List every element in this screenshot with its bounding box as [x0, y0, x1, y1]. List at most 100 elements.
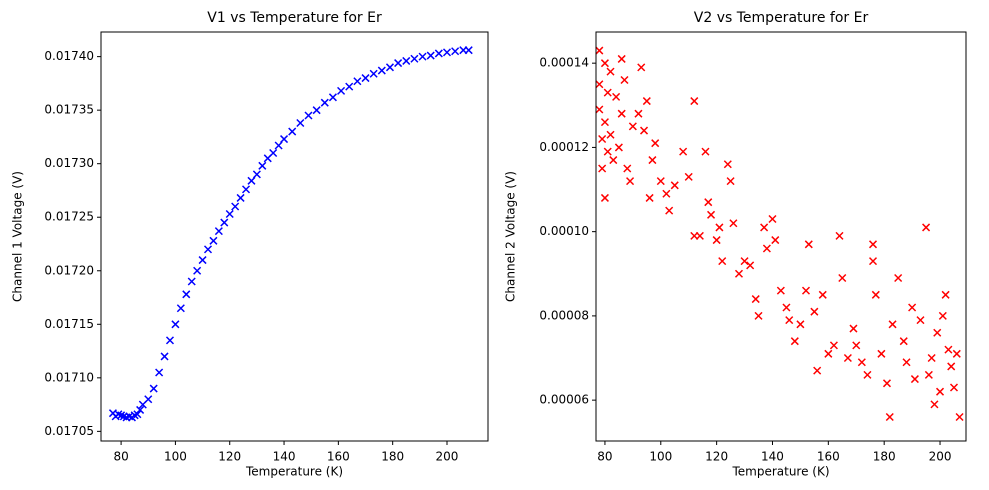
data-point — [136, 405, 145, 414]
data-point — [902, 358, 911, 367]
data-point — [628, 122, 637, 131]
data-point — [863, 370, 872, 379]
data-point — [645, 193, 654, 202]
data-point — [198, 256, 207, 265]
data-point — [600, 118, 609, 127]
data-point — [704, 198, 713, 207]
data-point — [361, 74, 370, 83]
data-point — [785, 316, 794, 325]
x-axis-label: Temperature (K) — [731, 465, 829, 479]
data-point — [377, 66, 386, 75]
data-point — [762, 244, 771, 253]
data-point — [328, 93, 337, 102]
data-point — [182, 290, 191, 299]
x-tick-label: 160 — [327, 450, 350, 464]
data-point — [949, 383, 959, 392]
data-point — [726, 177, 735, 186]
data-point — [617, 54, 626, 63]
data-point — [651, 139, 660, 148]
data-point — [670, 181, 679, 190]
data-point — [665, 206, 674, 215]
data-point — [603, 147, 612, 156]
y-axis-label: Channel 1 Voltage (V) — [11, 171, 25, 302]
data-point — [595, 80, 604, 89]
data-point — [149, 384, 158, 393]
data-point — [835, 231, 844, 240]
data-point — [729, 219, 738, 228]
data-point — [598, 134, 607, 144]
data-point — [701, 147, 710, 156]
data-point — [707, 210, 716, 219]
data-point — [426, 51, 435, 60]
data-point — [595, 105, 604, 114]
x-tick-label: 80 — [597, 450, 612, 464]
data-point — [617, 109, 626, 118]
data-point — [930, 400, 939, 409]
data-point — [829, 341, 838, 350]
data-point — [193, 266, 202, 275]
y-tick-label: 0.01735 — [44, 103, 94, 117]
data-point — [187, 277, 196, 286]
data-point — [810, 307, 819, 316]
x-tick-label: 160 — [817, 450, 840, 464]
data-point — [679, 147, 688, 156]
data-point — [595, 46, 604, 55]
y-tick-label: 0.00006 — [539, 393, 589, 407]
data-point — [801, 286, 811, 295]
data-point — [768, 214, 777, 224]
data-point — [434, 49, 443, 58]
data-point — [868, 257, 878, 266]
data-point — [160, 352, 169, 361]
data-point — [894, 273, 903, 283]
data-point — [857, 358, 866, 367]
data-point — [385, 63, 394, 72]
y-tick-label: 0.01715 — [44, 317, 94, 331]
data-point — [790, 337, 799, 346]
data-point — [214, 227, 223, 236]
data-point — [734, 269, 744, 278]
data-point — [938, 311, 947, 320]
data-point — [258, 161, 267, 170]
data-point — [612, 92, 621, 101]
data-point — [241, 185, 251, 194]
data-point — [252, 170, 261, 179]
data-point — [910, 375, 919, 384]
data-point — [464, 46, 473, 55]
data-point — [203, 245, 213, 254]
x-tick-label: 100 — [164, 450, 187, 464]
data-point — [247, 176, 256, 185]
data-point — [941, 290, 950, 299]
data-point — [304, 111, 313, 120]
data-point — [418, 52, 427, 61]
data-point — [606, 130, 615, 139]
data-point — [634, 109, 643, 118]
y-tick-label: 0.01705 — [44, 424, 94, 438]
chart-title: V2 vs Temperature for Er — [694, 10, 869, 26]
data-point — [935, 387, 945, 396]
y-tick-label: 0.01710 — [44, 370, 94, 384]
data-point — [648, 156, 657, 165]
data-point — [868, 240, 878, 249]
y-tick-label: 0.01725 — [44, 210, 94, 224]
data-point — [695, 231, 704, 240]
data-point — [603, 88, 612, 97]
data-point — [771, 236, 780, 245]
data-point — [782, 303, 791, 312]
x-tick-label: 140 — [761, 450, 784, 464]
data-point — [776, 286, 785, 295]
data-point — [899, 337, 908, 346]
data-point — [637, 63, 646, 72]
data-point — [804, 240, 813, 249]
data-point — [609, 156, 618, 165]
data-point — [312, 106, 321, 115]
data-point — [451, 47, 460, 56]
x-tick-label: 200 — [929, 450, 952, 464]
y-tick-label: 0.00012 — [539, 140, 589, 154]
data-point — [754, 311, 763, 320]
data-point — [410, 54, 419, 63]
data-point — [236, 193, 245, 202]
data-point — [337, 86, 346, 95]
data-point — [824, 349, 833, 358]
data-point — [394, 59, 403, 68]
